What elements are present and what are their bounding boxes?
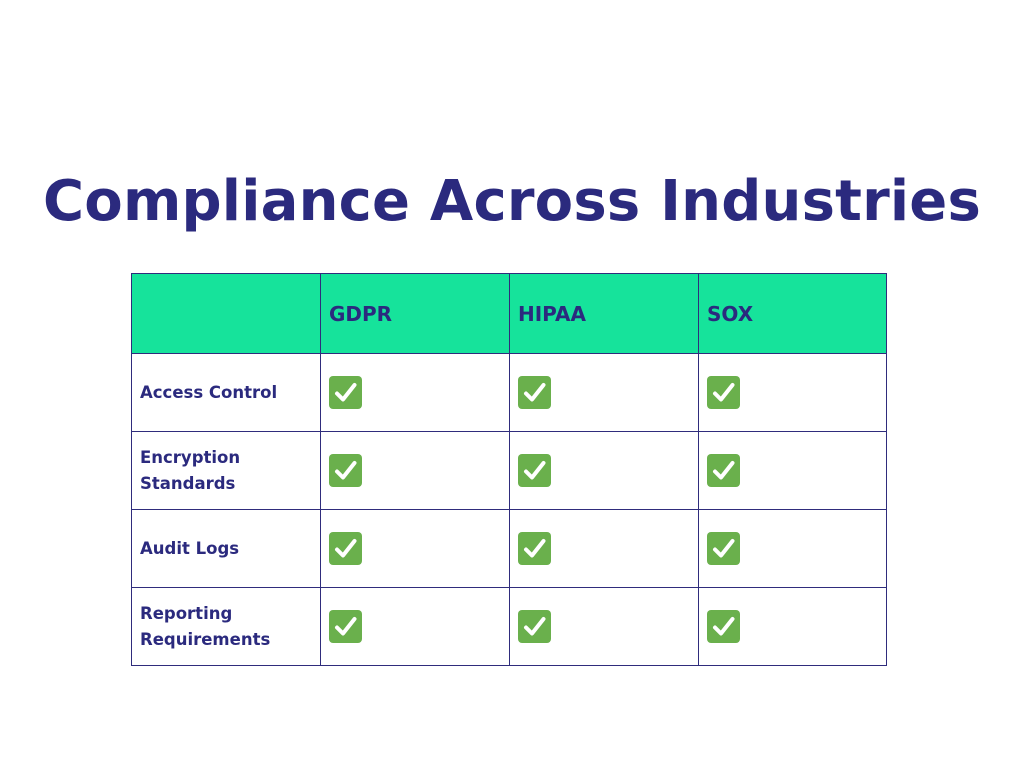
header-corner-cell [131, 273, 321, 354]
compliance-table: GDPR HIPAA SOX Access Control Encryption… [131, 273, 887, 666]
column-header-hipaa: HIPAA [509, 273, 699, 354]
table-cell [509, 509, 699, 588]
table-row: Audit Logs [131, 509, 887, 588]
table-cell [698, 353, 887, 432]
table-row: Reporting Requirements [131, 587, 887, 666]
check-icon [518, 532, 551, 565]
check-icon [518, 376, 551, 409]
row-label-access-control: Access Control [131, 353, 321, 432]
check-icon [329, 532, 362, 565]
table-cell [320, 509, 510, 588]
table-cell [698, 431, 887, 510]
column-header-sox: SOX [698, 273, 887, 354]
table-cell [320, 353, 510, 432]
check-icon [518, 454, 551, 487]
table-cell [509, 587, 699, 666]
table-cell [509, 353, 699, 432]
table-cell [509, 431, 699, 510]
row-label-reporting-requirements: Reporting Requirements [131, 587, 321, 666]
check-icon [329, 376, 362, 409]
table-cell [320, 431, 510, 510]
page-title: Compliance Across Industries [43, 168, 981, 234]
table-cell [698, 509, 887, 588]
check-icon [707, 532, 740, 565]
check-icon [707, 454, 740, 487]
table-cell [698, 587, 887, 666]
check-icon [518, 610, 551, 643]
check-icon [329, 454, 362, 487]
row-label-audit-logs: Audit Logs [131, 509, 321, 588]
table-cell [320, 587, 510, 666]
table-row: Access Control [131, 353, 887, 432]
table-header-row: GDPR HIPAA SOX [131, 273, 887, 354]
column-header-gdpr: GDPR [320, 273, 510, 354]
check-icon [707, 376, 740, 409]
table-row: Encryption Standards [131, 431, 887, 510]
row-label-encryption-standards: Encryption Standards [131, 431, 321, 510]
check-icon [329, 610, 362, 643]
check-icon [707, 610, 740, 643]
